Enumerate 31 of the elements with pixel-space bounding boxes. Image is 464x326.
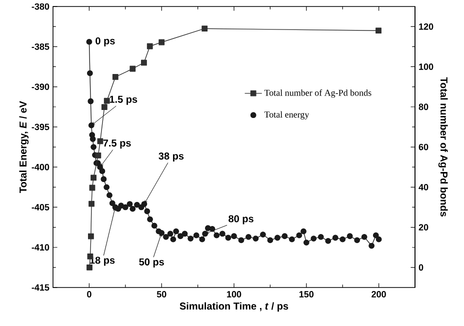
y2-tick-label: 0	[418, 264, 424, 271]
y-axis-title: Total Energy, E / eV	[19, 101, 29, 194]
y2-tick-label: 100	[419, 64, 434, 70]
legend-label: Total number of Ag-Pd bonds	[264, 90, 372, 98]
y-tick-label: -405	[32, 204, 50, 211]
y2-tick-label: 120	[419, 24, 434, 30]
y2-axis-title: Total number of Ag-Pd bonds	[438, 77, 448, 217]
y2-tick-label: 40	[418, 184, 428, 191]
y2-tick-label: 80	[418, 104, 428, 110]
y-tick-label: -400	[32, 164, 50, 171]
x-tick-label: 200	[372, 291, 386, 298]
y-tick-label: -410	[32, 244, 50, 251]
legend-label: Total energy	[264, 111, 310, 120]
x-axis-title: Simulation Time , t / ps	[180, 302, 288, 312]
y-tick-label: -385	[32, 44, 50, 50]
y2-tick-label: 60	[418, 144, 428, 150]
x-tick-label: 50	[156, 291, 166, 298]
annotation: 0 ps	[96, 38, 115, 47]
y-tick-label: -395	[32, 124, 50, 130]
annotation: 1.5 ps	[110, 96, 138, 106]
annotation: 38 ps	[158, 152, 184, 162]
y-tick-label: -390	[32, 84, 50, 90]
annotation: 80 ps	[228, 215, 254, 224]
x-tick-label: 150	[299, 291, 314, 298]
annotation: 50 ps	[139, 258, 164, 268]
y-tick-label: -380	[32, 4, 50, 10]
annotation: 7.5 ps	[103, 140, 131, 149]
y2-tick-label: 20	[418, 224, 428, 231]
x-tick-label: 100	[227, 291, 242, 298]
y-tick-label: -415	[32, 284, 50, 291]
x-tick-label: 0	[87, 291, 92, 298]
